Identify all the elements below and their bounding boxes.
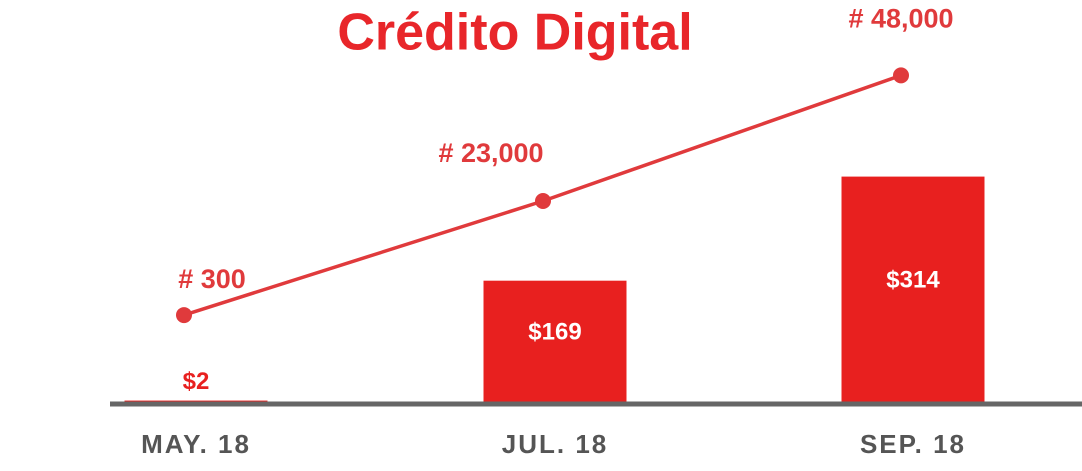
line-point (176, 307, 192, 324)
line-value-label: # 23,000 (438, 138, 543, 168)
bar-value-label: $169 (528, 319, 581, 346)
bar (124, 400, 268, 402)
chart-title: Crédito Digital (337, 4, 692, 62)
x-tick-label: JUL. 18 (502, 429, 609, 459)
line-point (535, 193, 551, 209)
line-value-label: # 300 (178, 264, 246, 294)
line-point (893, 67, 909, 84)
bar (841, 176, 985, 402)
bar (483, 280, 627, 402)
bar-value-label: $2 (183, 368, 210, 395)
x-tick-label: MAY. 18 (141, 429, 251, 459)
line-value-label: # 48,000 (848, 4, 953, 34)
bar-value-label: $314 (886, 267, 940, 294)
x-tick-label: SEP. 18 (860, 429, 966, 459)
